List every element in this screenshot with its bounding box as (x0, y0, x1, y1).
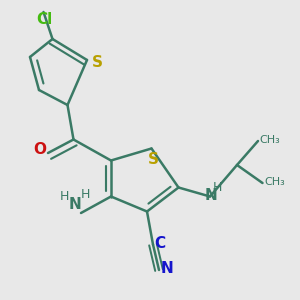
Text: O: O (33, 142, 46, 157)
Text: N: N (161, 261, 174, 276)
Text: H: H (81, 188, 90, 202)
Text: S: S (148, 152, 158, 167)
Text: Cl: Cl (36, 12, 52, 27)
Text: N: N (69, 197, 81, 212)
Text: H: H (60, 190, 69, 203)
Text: N: N (205, 188, 218, 202)
Text: C: C (154, 236, 165, 250)
Text: CH₃: CH₃ (260, 135, 280, 146)
Text: S: S (92, 55, 103, 70)
Text: H: H (213, 181, 222, 194)
Text: CH₃: CH₃ (264, 177, 285, 188)
